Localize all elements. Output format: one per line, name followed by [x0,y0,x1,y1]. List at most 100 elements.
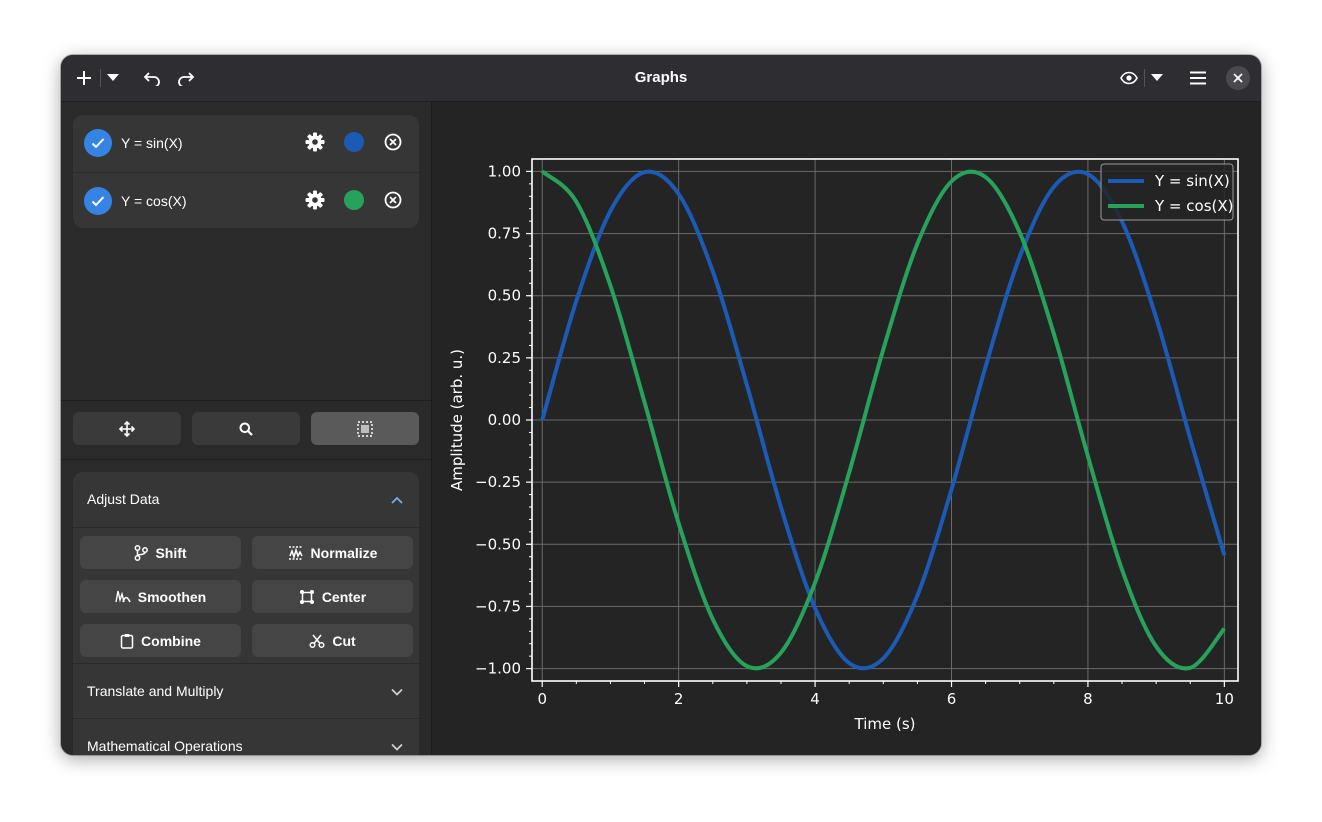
mathematical-operations-label: Mathematical Operations [87,738,243,754]
view-button[interactable] [1117,64,1141,92]
close-icon [1233,73,1243,83]
y-tick-label: 0.75 [488,225,521,243]
series-line-cos [540,169,1226,671]
chevron-down-icon [391,743,403,751]
y-tick-label: −0.75 [475,597,521,615]
gear-icon [305,132,325,152]
item-label: Y = cos(X) [121,193,187,209]
item-remove-button[interactable] [383,190,403,210]
main-menu-button[interactable] [1186,64,1210,92]
item-settings-button[interactable] [304,131,326,153]
eye-icon [1120,71,1138,85]
normalize-icon [288,545,303,560]
normalize-button[interactable]: Normalize [252,536,413,569]
list-item[interactable]: Y = cos(X) [73,172,419,229]
section-separator [73,718,419,719]
smoothen-label: Smoothen [137,588,207,605]
item-color-swatch[interactable] [344,190,364,210]
add-data-menu-button[interactable] [103,64,123,92]
grid-lines [532,159,1238,681]
add-data-button[interactable] [73,64,95,92]
plot-area[interactable]: 0 2 4 6 8 10 1.00 0.75 0.50 0.25 0.00 −0.25 −0.50 −0… [432,102,1261,755]
triangle-down-icon [107,74,119,81]
normalize-label: Normalize [310,544,378,561]
shift-label: Shift [155,544,187,561]
triangle-down-icon [1151,74,1163,81]
legend-entry: Y = cos(X) [1154,197,1234,215]
cut-button[interactable]: Cut [252,624,413,657]
x-tick-label: 8 [1083,690,1093,708]
header-bar: Graphs [61,55,1261,102]
translate-multiply-expander[interactable]: Translate and Multiply [73,664,419,719]
move-arrows-icon [119,420,135,437]
smoothen-button[interactable]: Smoothen [80,580,241,613]
axis-ticks [526,170,1225,687]
y-tick-label: −1.00 [475,660,521,678]
adjust-data-label: Adjust Data [87,491,160,507]
shift-icon [134,544,149,561]
translate-multiply-label: Translate and Multiply [87,683,224,699]
x-tick-label: 6 [947,690,957,708]
y-tick-labels: 1.00 0.75 0.50 0.25 0.00 −0.25 −0.50 −0.75 −1.00 [475,162,521,677]
search-icon [239,422,253,436]
x-axis-label: Time (s) [854,715,916,733]
combine-label: Combine [141,632,201,649]
item-checkbox[interactable] [84,129,112,157]
item-label: Y = sin(X) [121,135,183,151]
center-icon [299,589,314,604]
redo-icon [178,72,195,86]
check-icon [91,196,105,207]
chart-canvas[interactable]: 0 2 4 6 8 10 1.00 0.75 0.50 0.25 0.00 −0.25 −0.50 −0… [432,102,1261,755]
item-settings-button[interactable] [304,189,326,211]
plot-frame [531,158,1239,682]
x-tick-label: 4 [810,690,820,708]
adjust-data-expander[interactable]: Adjust Data [73,472,419,527]
item-checkbox[interactable] [84,187,112,215]
chart-legend: Y = sin(X) Y = cos(X) [1100,163,1234,221]
hamburger-menu-icon [1190,71,1206,85]
window-title: Graphs [634,69,688,86]
view-menu-button[interactable] [1147,64,1167,92]
mathematical-operations-expander[interactable]: Mathematical Operations [73,719,419,755]
series-line-sin [540,169,1227,671]
undo-button[interactable] [141,64,163,92]
clipboard-icon [120,633,134,649]
center-button[interactable]: Center [252,580,413,613]
shift-button[interactable]: Shift [80,536,241,569]
x-tick-labels: 0 2 4 6 8 10 [537,690,1233,708]
scissors-icon [309,634,325,648]
y-tick-label: 1.00 [488,162,521,180]
x-tick-label: 0 [537,690,547,708]
section-separator [73,527,419,528]
sidebar-separator [61,400,431,401]
list-item[interactable]: Y = sin(X) [73,115,419,171]
gear-icon [305,190,325,210]
check-icon [91,138,105,149]
close-window-button[interactable] [1226,66,1250,90]
select-mode-button[interactable] [311,412,419,445]
y-tick-label: 0.00 [488,411,521,429]
smoothen-icon [115,590,131,603]
y-tick-label: 0.50 [488,287,521,305]
item-remove-button[interactable] [383,132,403,152]
cut-label: Cut [332,632,356,649]
app-window: Graphs Y = sin(X) [61,55,1261,755]
y-tick-label: 0.25 [488,349,521,367]
selection-icon [357,420,373,437]
redo-button[interactable] [175,64,197,92]
remove-circle-icon [384,191,402,209]
combine-button[interactable]: Combine [80,624,241,657]
center-label: Center [321,588,367,605]
y-tick-label: −0.50 [475,535,521,553]
series-lines [540,169,1227,671]
plus-icon [77,71,91,85]
undo-icon [143,72,160,86]
remove-circle-icon [384,133,402,151]
sidebar: Y = sin(X) [61,102,431,755]
chevron-down-icon [391,688,403,696]
y-tick-label: −0.25 [475,473,521,491]
pan-mode-button[interactable] [73,412,181,445]
header-separator [100,69,101,87]
zoom-mode-button[interactable] [192,412,300,445]
item-color-swatch[interactable] [344,132,364,152]
